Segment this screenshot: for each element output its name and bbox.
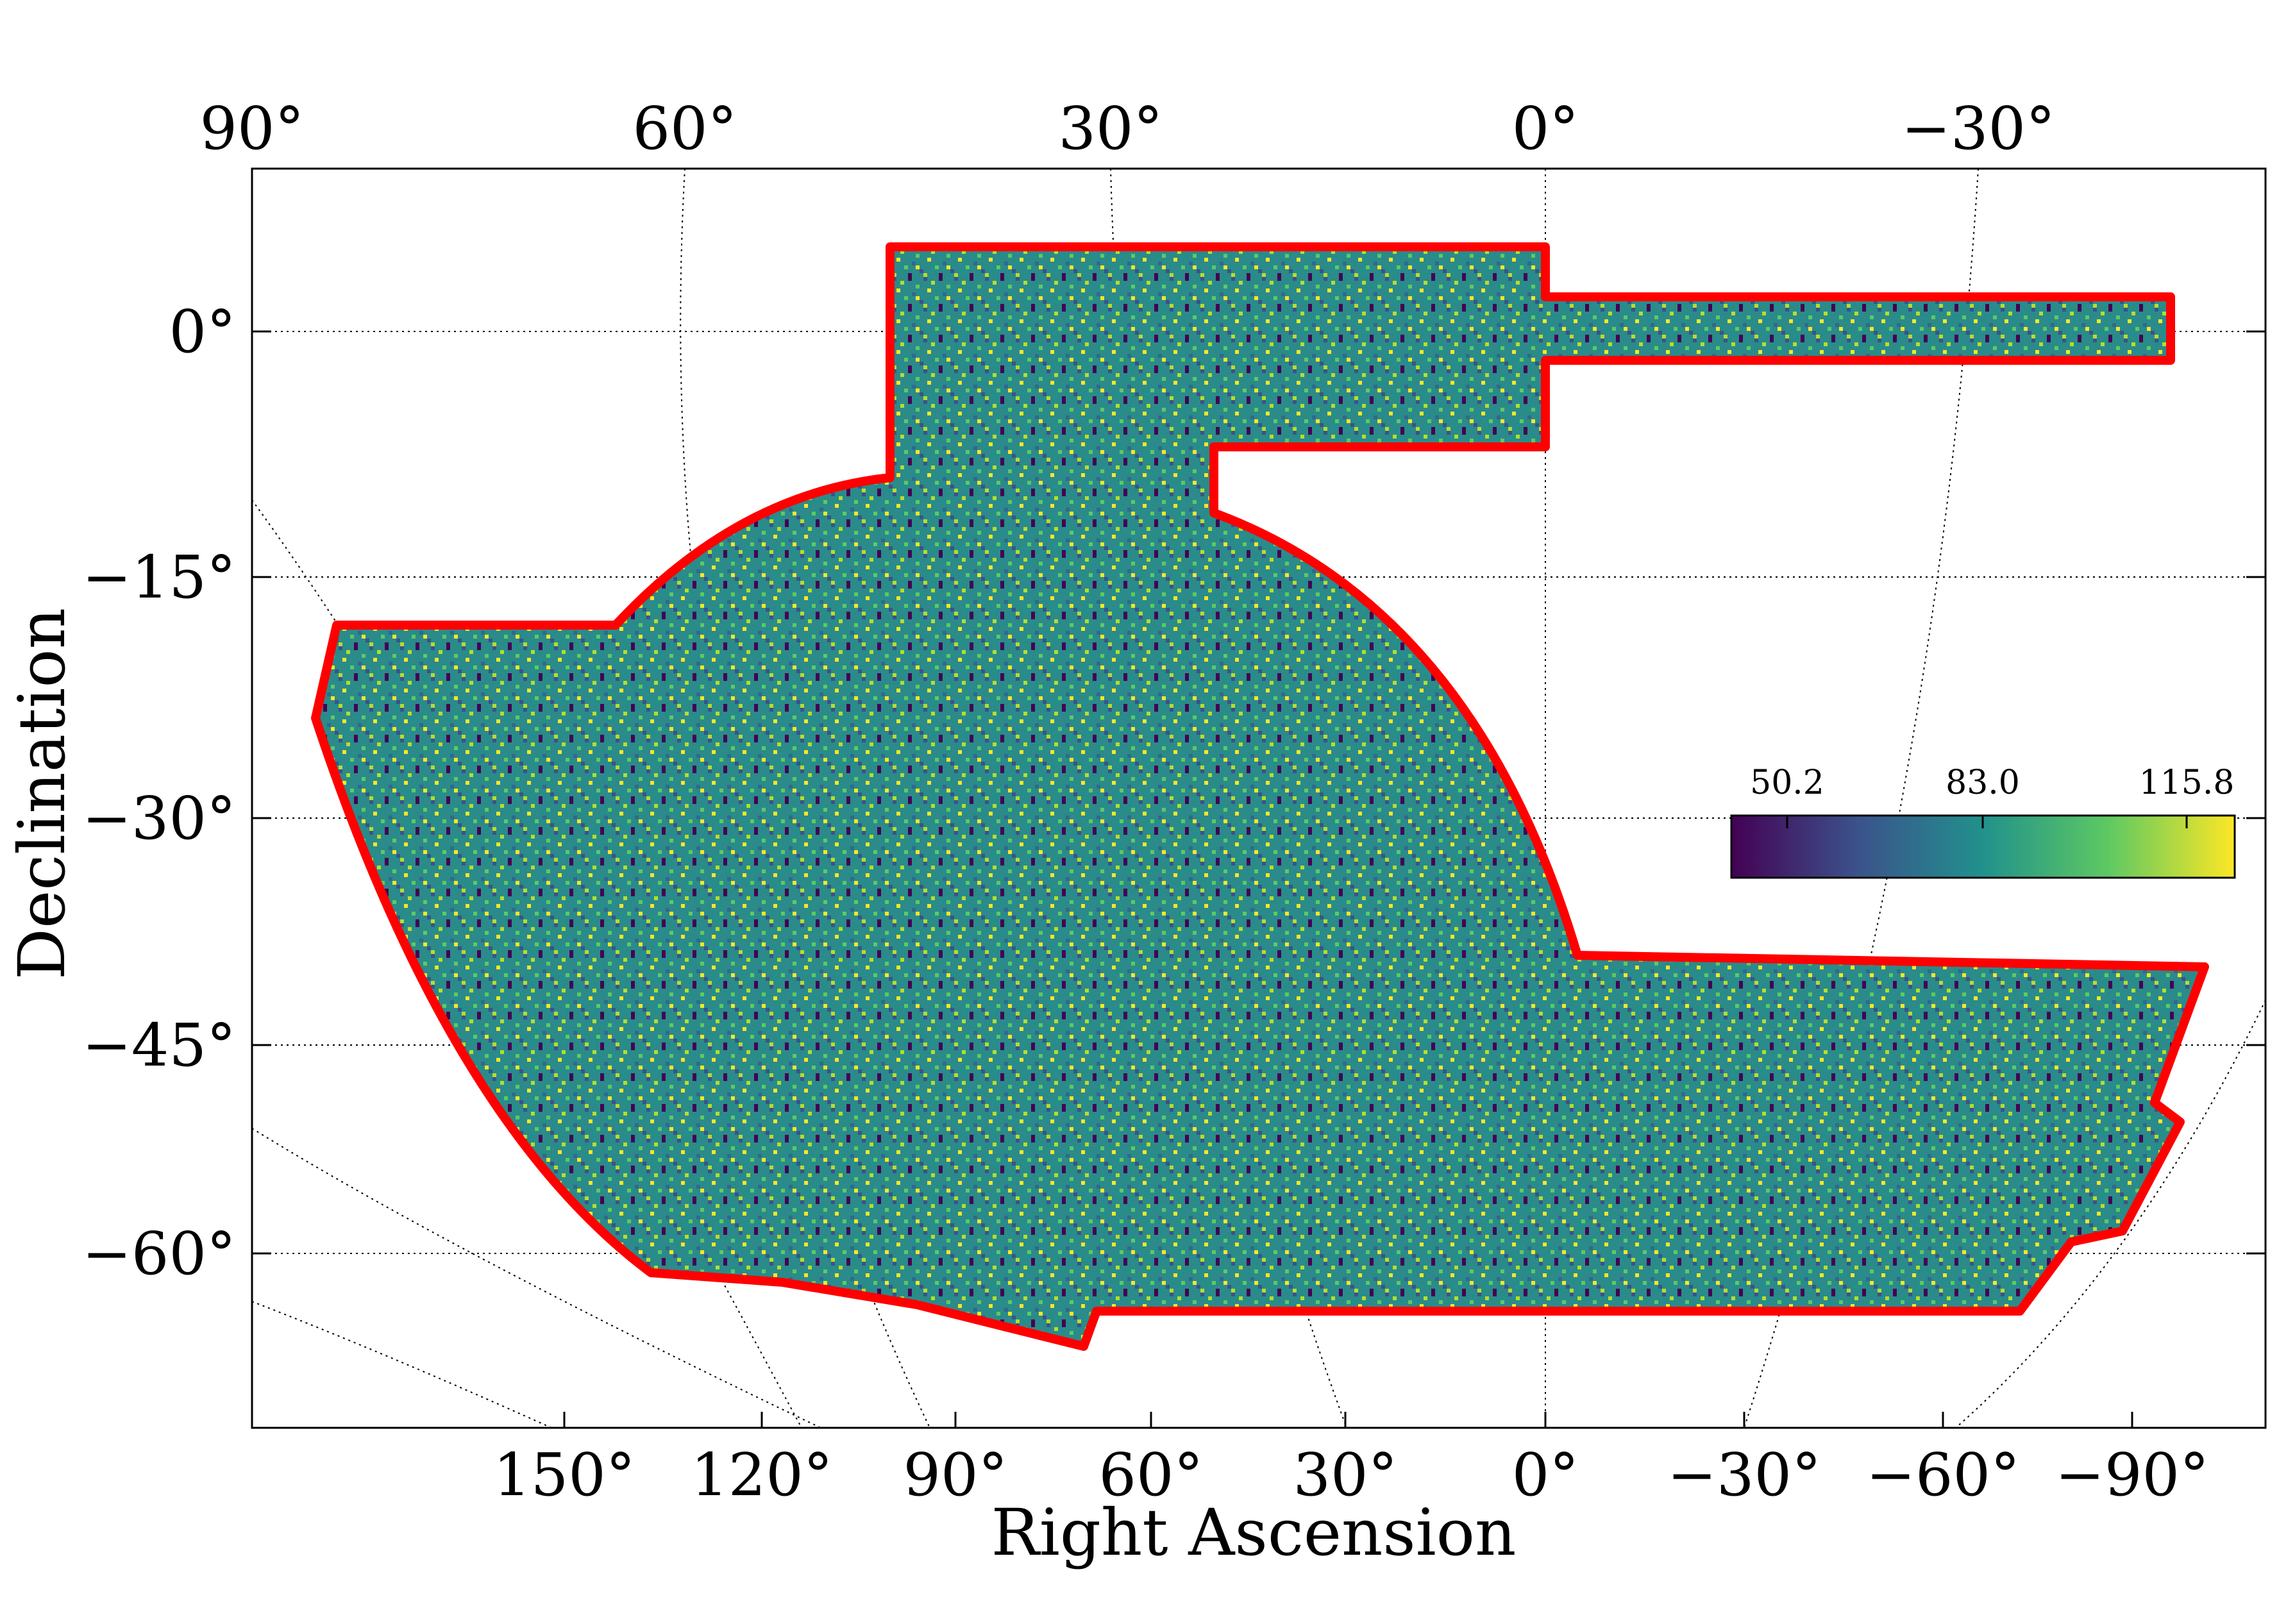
tick-labels: 0° −15° −30° −45° −60° 90° 60° 30° 0° −30° 150° 120… — [82, 94, 2209, 1509]
ra-gridline — [251, 1301, 552, 1428]
ra-top-tick-label: 60° — [632, 94, 737, 163]
ra-bottom-tick-label: 0° — [1512, 1441, 1579, 1509]
ra-bottom-tick-label: 120° — [691, 1441, 833, 1509]
ra-gridline — [251, 1128, 821, 1428]
ra-bottom-tick-label: 150° — [493, 1441, 635, 1509]
colorbar: 50.2 83.0 115.8 — [1730, 764, 2236, 879]
axes-frame — [251, 167, 2267, 1429]
dec-tick-label: −15° — [82, 543, 236, 612]
colorbar-min-label: 50.2 — [1750, 764, 1824, 802]
ra-top-tick-label: −30° — [1901, 94, 2055, 163]
ra-top-tick-label: 30° — [1058, 94, 1163, 163]
footprint-outline — [311, 242, 2209, 1351]
dec-tick-label: −30° — [82, 784, 236, 853]
dec-tick-label: −60° — [82, 1219, 236, 1288]
y-axis-title: Declination — [4, 608, 80, 980]
colorbar-mid-label: 83.0 — [1946, 764, 2020, 802]
ra-bottom-tick-label: 60° — [1098, 1441, 1203, 1509]
ra-gridline — [251, 499, 802, 1428]
dec-tick-label: −45° — [82, 1011, 236, 1080]
ra-bottom-tick-label: −30° — [1667, 1441, 1821, 1509]
ra-bottom-tick-label: 90° — [903, 1441, 1007, 1509]
ra-gridline — [1955, 1000, 2266, 1428]
footprint-map — [315, 247, 2205, 1346]
x-axis-title: Right Ascension — [991, 1495, 1517, 1570]
ra-bottom-tick-label: 30° — [1293, 1441, 1397, 1509]
ra-top-tick-label: 0° — [1512, 94, 1579, 163]
dec-tick-label: 0° — [169, 297, 236, 366]
ra-top-tick-label: 90° — [199, 94, 304, 163]
axes-box — [251, 167, 2267, 1429]
survey-footprint — [311, 242, 2209, 1351]
ra-bottom-tick-label: −90° — [2055, 1441, 2209, 1509]
colorbar-max-label: 115.8 — [2139, 764, 2235, 802]
ra-bottom-tick-label: −60° — [1866, 1441, 2020, 1509]
